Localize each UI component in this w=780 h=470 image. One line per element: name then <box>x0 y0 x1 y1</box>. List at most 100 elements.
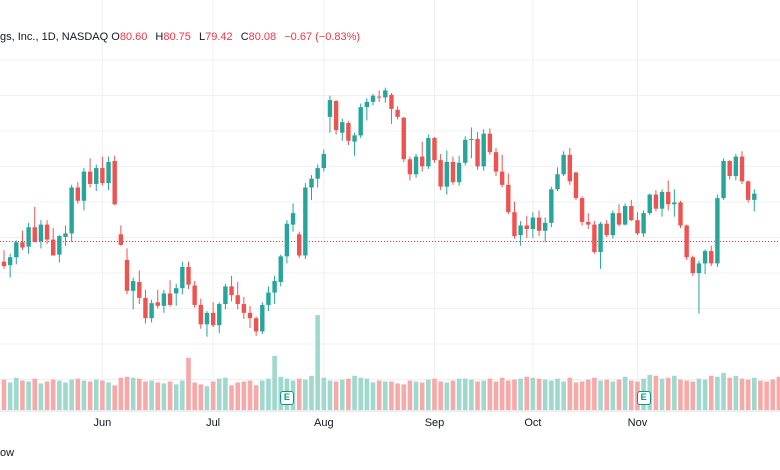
close-value: 80.08 <box>248 31 277 43</box>
volume-bar <box>481 380 486 410</box>
candle <box>555 167 560 192</box>
candle <box>229 275 234 302</box>
candle <box>506 173 511 214</box>
month-label-aug: Aug <box>314 417 334 429</box>
volume-bar <box>493 381 499 410</box>
candle-body <box>598 223 603 252</box>
candle-body <box>155 302 160 306</box>
candle <box>573 171 579 200</box>
symbol-text: gs, Inc., 1D, NASDAQ <box>0 31 109 43</box>
candle-body <box>81 171 87 201</box>
candle-body <box>87 171 93 184</box>
candle-body <box>469 138 474 140</box>
volume-bar <box>309 375 314 410</box>
volume-bar <box>598 380 603 410</box>
candle-body <box>75 187 80 201</box>
candle <box>284 220 290 264</box>
candle <box>174 283 179 306</box>
candle <box>57 235 62 263</box>
candle-body <box>161 293 167 306</box>
close-label: C <box>240 31 249 43</box>
candle-body <box>696 263 702 274</box>
candle-body <box>635 220 640 234</box>
candle-body <box>266 292 271 305</box>
candle <box>733 153 739 181</box>
volume-bar <box>106 382 111 410</box>
candle-body <box>198 304 203 325</box>
low-label: L <box>198 31 206 43</box>
volume-bar <box>512 379 517 410</box>
volume-bar <box>303 379 308 410</box>
symbol-legend: gs, Inc., 1D, NASDAQ O80.60 H80.75 L79.4… <box>0 31 365 47</box>
candle-body <box>100 168 105 184</box>
volume-bar <box>395 383 400 410</box>
volume-bar <box>579 381 585 410</box>
candle <box>752 189 757 212</box>
candle-body <box>57 236 62 255</box>
volume-bar <box>370 382 376 410</box>
candle <box>549 186 554 228</box>
candle-body <box>715 198 720 264</box>
volume-bar <box>530 377 536 410</box>
candle-body <box>303 187 308 256</box>
candle <box>290 203 296 232</box>
candle-body <box>315 168 320 179</box>
volume-bar <box>155 382 161 410</box>
volume-bar <box>389 381 394 410</box>
volume-bar <box>81 380 87 410</box>
candle-body <box>752 193 757 200</box>
volume-bars <box>1 315 780 410</box>
candle-body <box>32 227 37 243</box>
volume-bar <box>665 377 671 410</box>
candle <box>487 128 493 155</box>
candle <box>401 116 406 162</box>
candle-body <box>413 156 419 175</box>
volume-bar <box>690 381 696 410</box>
volume-bar <box>137 378 142 410</box>
volume-bar <box>616 379 622 410</box>
candle-body <box>180 266 185 289</box>
candle-body <box>235 295 240 305</box>
candle-body <box>629 206 634 221</box>
candle <box>1 250 7 269</box>
volume-bar <box>69 379 74 410</box>
volume-bar <box>585 379 591 410</box>
candle <box>186 261 191 290</box>
high-value: 80.75 <box>163 31 191 43</box>
candle-body <box>536 217 542 231</box>
volume-bar <box>708 375 714 410</box>
candle-body <box>124 259 130 291</box>
volume-bar <box>727 377 732 410</box>
candle-body <box>616 213 622 225</box>
volume-bar <box>260 380 265 410</box>
candle <box>659 189 665 217</box>
candle <box>20 230 25 251</box>
candle-body <box>7 257 13 266</box>
volume-bar <box>506 380 511 410</box>
candle <box>709 245 714 267</box>
candle-body <box>309 178 314 188</box>
volume-bar <box>401 384 407 410</box>
volume-bar <box>333 381 339 410</box>
volume-bar <box>721 372 726 410</box>
candle-body <box>641 213 646 234</box>
volume-bar <box>173 384 179 410</box>
volume-bar <box>161 383 167 410</box>
volume-bar <box>561 381 566 410</box>
candle <box>739 151 745 184</box>
volume-bar <box>715 376 720 410</box>
volume-bar <box>100 380 105 410</box>
volume-bar <box>272 355 277 410</box>
candle <box>94 164 99 192</box>
candle <box>180 261 185 295</box>
earnings-event-icon[interactable]: E <box>636 391 651 405</box>
volume-bar <box>352 375 357 410</box>
volume-bar <box>229 385 234 410</box>
volume-bar <box>1 379 7 410</box>
candle <box>696 260 702 314</box>
earnings-event-icon[interactable]: E <box>279 391 294 405</box>
candle <box>450 156 456 185</box>
volume-bar <box>75 378 81 410</box>
volume-bar <box>93 379 99 410</box>
